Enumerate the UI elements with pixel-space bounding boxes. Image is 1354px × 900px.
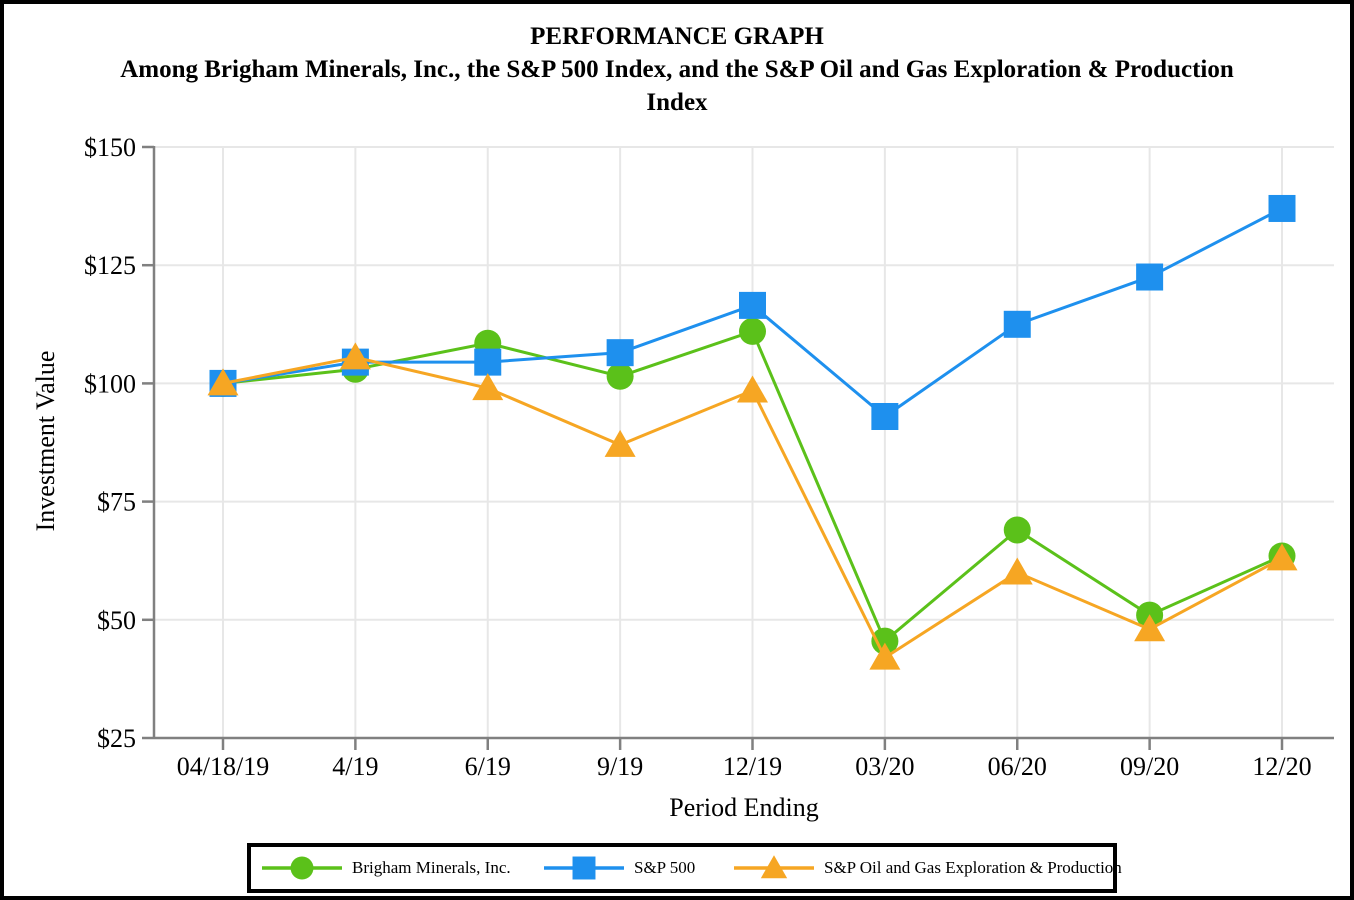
axes: $25 $50 $75 $100 $125 $150 04/18/19 4/19 6/19 9/1…	[84, 133, 1334, 781]
legend-item-sp500: S&P 500	[544, 847, 695, 889]
x-axis-title: Period Ending	[669, 793, 819, 822]
chart-header: PERFORMANCE GRAPH Among Brigham Minerals…	[4, 20, 1350, 119]
x-tick-label: 6/19	[465, 752, 511, 781]
legend-item-brigham-minerals: Brigham Minerals, Inc.	[262, 847, 511, 889]
legend-label: Brigham Minerals, Inc.	[352, 858, 511, 877]
x-tick-label: 06/20	[988, 752, 1047, 781]
chart-subtitle-line2: Index	[646, 89, 708, 116]
x-tick-label: 04/18/19	[177, 752, 269, 781]
legend-item-sp-oil-gas: S&P Oil and Gas Exploration & Production	[734, 847, 1122, 889]
chart-subtitle-line1: Among Brigham Minerals, Inc., the S&P 50…	[120, 56, 1234, 83]
y-tick-label: $100	[84, 369, 136, 398]
legend-label: S&P 500	[634, 858, 696, 877]
chart-title: PERFORMANCE GRAPH	[530, 23, 824, 50]
y-tick-label: $50	[97, 606, 136, 635]
x-tick-label: 12/20	[1252, 752, 1311, 781]
legend: Brigham Minerals, Inc. S&P 500 S&P Oil a…	[247, 843, 1122, 893]
x-tick-label: 4/19	[332, 752, 378, 781]
series-triangle	[207, 342, 1298, 670]
series-square	[209, 194, 1296, 430]
y-tick-label: $25	[97, 724, 136, 753]
y-tick-label: $125	[84, 251, 136, 280]
legend-label: S&P Oil and Gas Exploration & Production	[824, 858, 1122, 877]
x-tick-label: 12/19	[723, 752, 782, 781]
legend-circle-marker-icon	[262, 853, 342, 883]
y-tick-label: $75	[97, 488, 136, 517]
line-chart-plot-area: $25 $50 $75 $100 $125 $150 04/18/19 4/19 6/19 9/1…	[84, 133, 1334, 781]
y-tick-label: $150	[84, 133, 136, 162]
gridlines	[154, 146, 1334, 739]
x-tick-label: 03/20	[855, 752, 914, 781]
x-tick-label: 09/20	[1120, 752, 1179, 781]
legend-square-marker-icon	[544, 853, 624, 883]
x-tick-label: 9/19	[597, 752, 643, 781]
legend-triangle-marker-icon	[734, 853, 814, 883]
